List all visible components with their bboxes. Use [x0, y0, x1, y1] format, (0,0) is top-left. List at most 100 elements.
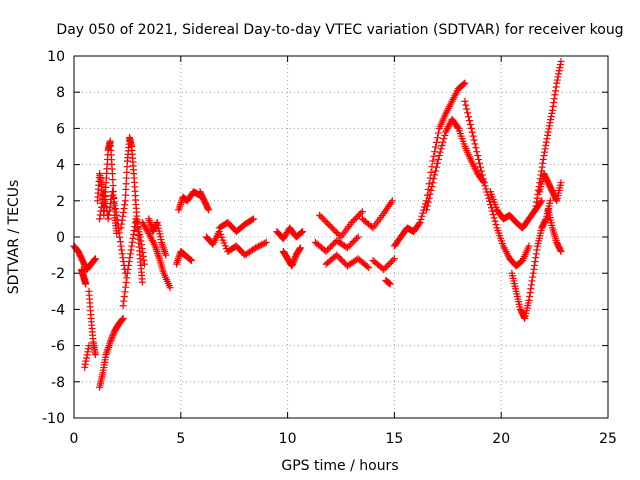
data-point	[327, 243, 335, 251]
data-point	[262, 238, 270, 246]
series-track-5	[96, 314, 127, 391]
axis-ticks: 0 5 10 15 20 25 -10 -8 -6 -4 -2 0 2 4 6 8 10	[42, 49, 617, 447]
data-point	[123, 274, 131, 282]
data-point	[90, 256, 98, 264]
data-point	[476, 159, 484, 167]
data-point	[100, 188, 108, 196]
data-point	[120, 205, 128, 213]
chart-title: Day 050 of 2021, Sidereal Day-to-day VTE…	[56, 22, 623, 38]
data-point	[434, 155, 442, 163]
data-point	[248, 216, 256, 224]
data-point	[153, 220, 161, 228]
series-track-3	[85, 287, 99, 359]
data-point	[546, 197, 554, 205]
data-point	[258, 241, 266, 249]
data-point	[354, 233, 362, 241]
data-point	[540, 152, 548, 160]
data-point	[470, 136, 478, 144]
data-point	[91, 255, 99, 263]
data-point	[296, 244, 304, 252]
data-point	[427, 186, 435, 194]
data-point	[166, 284, 174, 292]
data-point	[337, 256, 345, 264]
data-point	[544, 131, 552, 139]
data-point	[526, 289, 534, 297]
data-point	[82, 357, 90, 365]
data-point	[119, 254, 127, 262]
data-point	[556, 246, 564, 254]
data-point	[256, 242, 264, 250]
x-tick-label: 10	[279, 431, 297, 447]
data-point	[478, 171, 486, 179]
series-track-14	[196, 188, 213, 214]
data-point	[474, 152, 482, 160]
data-point	[432, 143, 440, 151]
data-point	[109, 332, 117, 340]
data-point	[117, 242, 125, 250]
y-axis-title: SDTVAR / TECUs	[6, 180, 22, 295]
data-point	[320, 216, 328, 224]
series-track-28	[487, 188, 546, 232]
data-point	[543, 135, 551, 143]
data-point	[547, 116, 555, 124]
data-point	[249, 215, 257, 223]
data-point	[554, 73, 562, 81]
data-point	[435, 152, 443, 160]
data-point	[288, 262, 296, 270]
data-point	[532, 250, 540, 258]
data-point	[476, 163, 484, 171]
series-track-26	[422, 115, 488, 214]
data-point	[332, 228, 340, 236]
data-point	[288, 260, 296, 268]
data-point	[490, 214, 498, 222]
data-point	[429, 179, 437, 187]
data-point	[557, 57, 565, 65]
y-tick-label: 2	[56, 194, 65, 210]
data-point	[527, 285, 535, 293]
series-track-18	[279, 244, 304, 270]
y-tick-label: -4	[51, 302, 65, 318]
data-point	[125, 261, 133, 269]
series-track-2	[77, 266, 90, 288]
data-point	[551, 91, 559, 99]
data-point	[546, 119, 554, 127]
data-point	[423, 202, 431, 210]
data-point	[557, 247, 565, 255]
data-point	[345, 242, 353, 250]
y-tick-label: 8	[56, 85, 65, 101]
data-point	[329, 225, 337, 233]
data-point	[353, 235, 361, 243]
data-point	[110, 194, 118, 202]
data-point	[108, 170, 116, 178]
data-point	[253, 243, 261, 251]
data-point	[460, 80, 468, 88]
data-point	[118, 316, 126, 324]
series-track-31	[536, 170, 565, 205]
y-tick-label: 6	[56, 121, 65, 137]
data-point	[328, 224, 336, 232]
data-point	[84, 348, 92, 356]
data-point	[326, 222, 334, 230]
data-point	[334, 253, 342, 261]
data-point	[433, 134, 441, 142]
data-point	[96, 211, 104, 219]
data-point	[489, 211, 497, 219]
data-point	[85, 342, 93, 350]
data-point	[130, 230, 138, 238]
data-point	[553, 76, 561, 84]
data-point	[482, 185, 490, 193]
data-point	[204, 205, 212, 213]
data-point	[463, 105, 471, 113]
data-point	[296, 245, 304, 253]
data-point	[491, 217, 499, 225]
data-point	[544, 128, 552, 136]
data-point	[389, 256, 397, 264]
data-point	[324, 246, 332, 254]
data-point	[532, 254, 540, 262]
data-point	[325, 221, 333, 229]
data-point	[259, 240, 267, 248]
data-point	[137, 241, 145, 249]
data-point	[105, 211, 113, 219]
data-point	[548, 109, 556, 117]
data-point	[486, 197, 494, 205]
